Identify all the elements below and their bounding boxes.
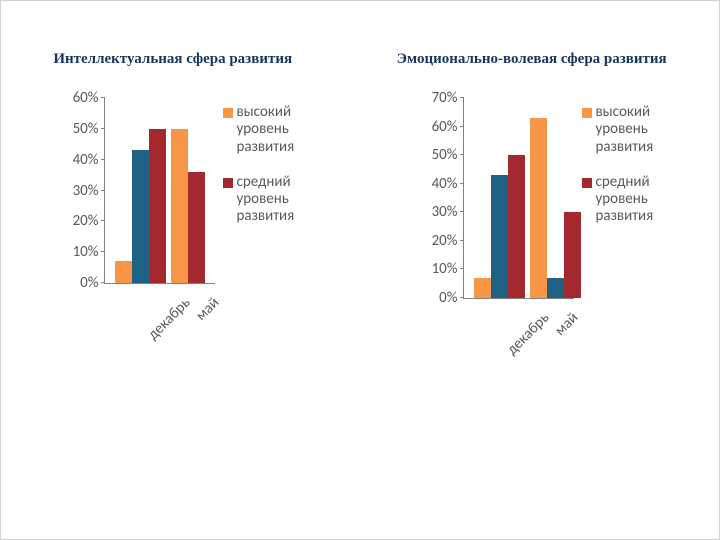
y-tick-mark	[460, 126, 464, 127]
chart-block: 0%10%20%30%40%50%60%70%декабрьмайвысокий…	[418, 98, 662, 359]
bar	[188, 172, 205, 283]
y-tick-mark	[460, 297, 464, 298]
y-tick-label: 70%	[432, 89, 464, 107]
titles-row: Интеллектуальная сфера развития Эмоциона…	[1, 1, 719, 68]
y-tick-label: 20%	[432, 232, 464, 250]
x-tick-label: декабрь	[144, 294, 194, 344]
bar-group	[115, 129, 166, 283]
bar	[530, 118, 547, 298]
y-tick-label: 0%	[80, 274, 104, 292]
legend-swatch	[223, 178, 233, 188]
y-tick-label: 40%	[432, 175, 464, 193]
y-tick-mark	[101, 282, 105, 283]
legend-item: высокий уровень развития	[223, 104, 303, 156]
y-tick-label: 60%	[73, 89, 105, 107]
bar	[547, 278, 564, 298]
bar-group	[171, 129, 205, 283]
charts-row: 0%10%20%30%40%50%60%декабрьмайвысокий ур…	[1, 98, 719, 359]
y-tick-mark	[101, 251, 105, 252]
y-tick-label: 10%	[73, 243, 105, 261]
bar-group	[530, 118, 581, 298]
bar	[171, 129, 188, 283]
y-tick-mark	[101, 159, 105, 160]
x-tick-label: декабрь	[503, 309, 553, 359]
bar	[149, 129, 166, 283]
plot: 0%10%20%30%40%50%60%декабрьмай	[59, 98, 215, 344]
x-tick-label: май	[551, 309, 582, 340]
y-tick-mark	[460, 154, 464, 155]
legend-label: высокий уровень развития	[237, 104, 303, 156]
plot-area: 0%10%20%30%40%50%60%	[104, 98, 215, 284]
plot: 0%10%20%30%40%50%60%70%декабрьмай	[418, 98, 574, 359]
y-tick-mark	[101, 128, 105, 129]
y-tick-label: 50%	[432, 146, 464, 164]
bar	[491, 175, 508, 298]
legend-item: высокий уровень развития	[582, 104, 662, 156]
legend-label: средний уровень развития	[596, 174, 662, 226]
chart-title-right: Эмоционально-волевая сфера развития	[397, 51, 667, 68]
legend-label: средний уровень развития	[237, 174, 303, 226]
y-tick-label: 50%	[73, 120, 105, 138]
x-tick-label: май	[192, 294, 223, 325]
legend-label: высокий уровень развития	[596, 104, 662, 156]
bar	[508, 155, 525, 298]
y-tick-mark	[460, 211, 464, 212]
legend: высокий уровень развития средний уровень …	[582, 98, 662, 244]
y-tick-label: 30%	[432, 203, 464, 221]
y-tick-mark	[460, 183, 464, 184]
chart-block: 0%10%20%30%40%50%60%декабрьмайвысокий ур…	[59, 98, 303, 359]
y-tick-mark	[101, 97, 105, 98]
y-tick-mark	[460, 240, 464, 241]
y-tick-label: 10%	[432, 260, 464, 278]
legend-swatch	[582, 108, 592, 118]
x-axis: декабрьмай	[463, 299, 573, 359]
y-tick-mark	[101, 220, 105, 221]
y-tick-mark	[101, 190, 105, 191]
bar	[474, 278, 491, 298]
legend-item: средний уровень развития	[582, 174, 662, 226]
slide: Интеллектуальная сфера развития Эмоциона…	[0, 0, 720, 540]
plot-area: 0%10%20%30%40%50%60%70%	[463, 98, 574, 299]
x-axis: декабрьмай	[104, 284, 214, 344]
legend-swatch	[582, 178, 592, 188]
y-tick-mark	[460, 97, 464, 98]
y-tick-label: 20%	[73, 212, 105, 230]
bar	[132, 150, 149, 283]
bar	[115, 261, 132, 283]
legend: высокий уровень развития средний уровень …	[223, 98, 303, 244]
legend-swatch	[223, 108, 233, 118]
y-tick-label: 40%	[73, 151, 105, 169]
chart-title-left: Интеллектуальная сфера развития	[53, 51, 292, 68]
y-tick-label: 0%	[439, 289, 463, 307]
bar-group	[474, 155, 525, 298]
y-tick-mark	[460, 268, 464, 269]
y-tick-label: 60%	[432, 118, 464, 136]
bar	[564, 212, 581, 298]
legend-item: средний уровень развития	[223, 174, 303, 226]
y-tick-label: 30%	[73, 182, 105, 200]
